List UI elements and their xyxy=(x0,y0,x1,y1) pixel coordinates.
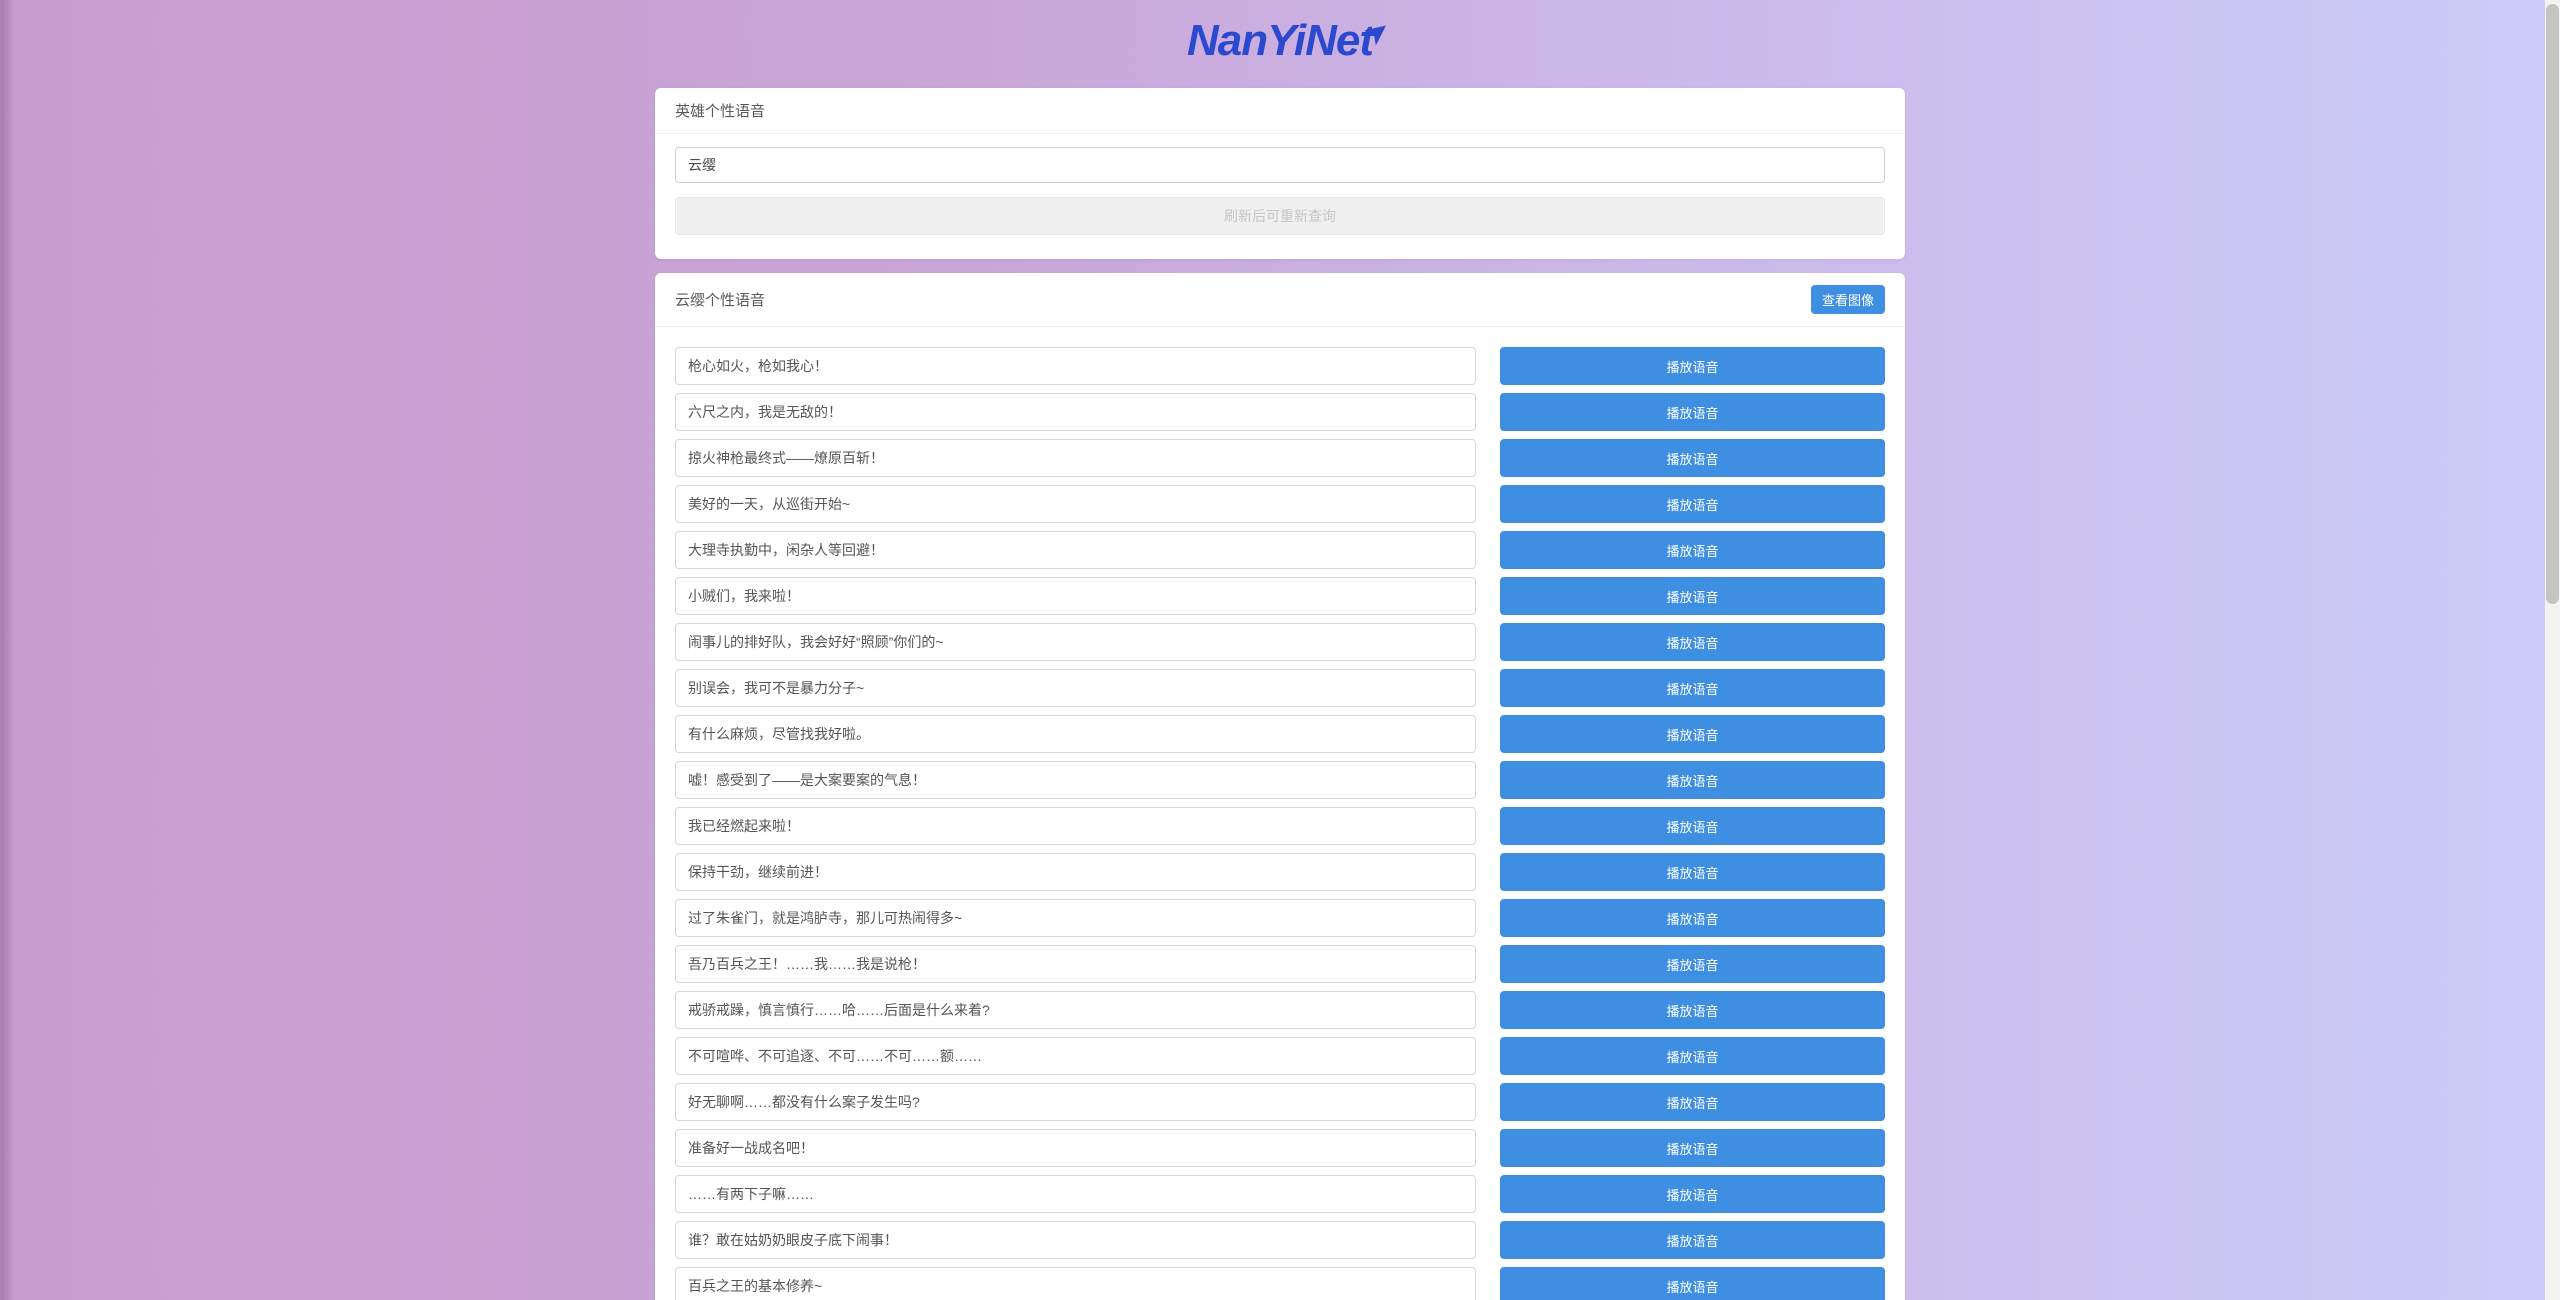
play-voice-button[interactable]: 播放语音 xyxy=(1500,347,1885,385)
play-voice-button[interactable]: 播放语音 xyxy=(1500,761,1885,799)
voice-line-text: 闹事儿的排好队，我会好好“照顾”你们的~ xyxy=(675,623,1476,661)
voice-row: 有什么麻烦，尽管找我好啦。 播放语音 xyxy=(675,715,1885,753)
play-voice-button[interactable]: 播放语音 xyxy=(1500,1267,1885,1300)
page-content: NanYiNet ➤ 英雄个性语音 刷新后可重新查询 云缨个性语音 查看图像 枪… xyxy=(655,0,1905,1300)
play-voice-button[interactable]: 播放语音 xyxy=(1500,577,1885,615)
voice-line-text: 有什么麻烦，尽管找我好啦。 xyxy=(675,715,1476,753)
voice-line-text: 六尺之内，我是无敌的！ xyxy=(675,393,1476,431)
voice-line-text: 保持干劲，继续前进！ xyxy=(675,853,1476,891)
voice-row: 百兵之王的基本修养~ 播放语音 xyxy=(675,1267,1885,1300)
voice-line-text: 吾乃百兵之王！……我……我是说枪！ xyxy=(675,945,1476,983)
play-voice-button[interactable]: 播放语音 xyxy=(1500,853,1885,891)
voice-line-text: ……有两下子嘛…… xyxy=(675,1175,1476,1213)
voice-row: 吾乃百兵之王！……我……我是说枪！ 播放语音 xyxy=(675,945,1885,983)
voice-line-text: 美好的一天，从巡街开始~ xyxy=(675,485,1476,523)
voice-row: 我已经燃起来啦！ 播放语音 xyxy=(675,807,1885,845)
play-voice-button[interactable]: 播放语音 xyxy=(1500,393,1885,431)
refresh-query-button[interactable]: 刷新后可重新查询 xyxy=(675,197,1885,235)
voice-row: 过了朱雀门，就是鸿胪寺，那儿可热闹得多~ 播放语音 xyxy=(675,899,1885,937)
voice-row: 嘘！感受到了——是大案要案的气息！ 播放语音 xyxy=(675,761,1885,799)
play-voice-button[interactable]: 播放语音 xyxy=(1500,1221,1885,1259)
search-card-body: 刷新后可重新查询 xyxy=(655,134,1905,259)
play-voice-button[interactable]: 播放语音 xyxy=(1500,899,1885,937)
voice-line-text: 谁？敢在姑奶奶眼皮子底下闹事！ xyxy=(675,1221,1476,1259)
voice-line-text: 枪心如火，枪如我心！ xyxy=(675,347,1476,385)
site-logo[interactable]: NanYiNet ➤ xyxy=(1187,12,1396,66)
view-image-button[interactable]: 查看图像 xyxy=(1810,285,1885,314)
play-voice-button[interactable]: 播放语音 xyxy=(1500,439,1885,477)
voice-line-text: 好无聊啊……都没有什么案子发生吗? xyxy=(675,1083,1476,1121)
search-card-title: 英雄个性语音 xyxy=(655,88,1905,134)
voice-line-text: 过了朱雀门，就是鸿胪寺，那儿可热闹得多~ xyxy=(675,899,1476,937)
voice-line-text: 我已经燃起来啦！ xyxy=(675,807,1476,845)
voice-row: ……有两下子嘛…… 播放语音 xyxy=(675,1175,1885,1213)
results-card-title: 云缨个性语音 xyxy=(675,292,766,309)
play-voice-button[interactable]: 播放语音 xyxy=(1500,623,1885,661)
voice-row: 不可喧哗、不可追逐、不可……不可……额…… 播放语音 xyxy=(675,1037,1885,1075)
voice-line-text: 小贼们，我来啦！ xyxy=(675,577,1476,615)
voice-row: 大理寺执勤中，闲杂人等回避！ 播放语音 xyxy=(675,531,1885,569)
voice-line-text: 大理寺执勤中，闲杂人等回避！ xyxy=(675,531,1476,569)
play-voice-button[interactable]: 播放语音 xyxy=(1500,1037,1885,1075)
voice-row: 掠火神枪最终式——燎原百斩！ 播放语音 xyxy=(675,439,1885,477)
voice-row: 六尺之内，我是无敌的！ 播放语音 xyxy=(675,393,1885,431)
logo-area: NanYiNet ➤ xyxy=(655,0,1905,88)
voice-list: 枪心如火，枪如我心！ 播放语音 六尺之内，我是无敌的！ 播放语音 掠火神枪最终式… xyxy=(655,327,1905,1300)
play-voice-button[interactable]: 播放语音 xyxy=(1500,1083,1885,1121)
scrollbar[interactable] xyxy=(2545,0,2560,1300)
play-voice-button[interactable]: 播放语音 xyxy=(1500,1175,1885,1213)
voice-row: 小贼们，我来啦！ 播放语音 xyxy=(675,577,1885,615)
voice-line-text: 掠火神枪最终式——燎原百斩！ xyxy=(675,439,1476,477)
hero-name-input[interactable] xyxy=(675,147,1885,183)
voice-row: 保持干劲，继续前进！ 播放语音 xyxy=(675,853,1885,891)
play-voice-button[interactable]: 播放语音 xyxy=(1500,669,1885,707)
voice-line-text: 嘘！感受到了——是大案要案的气息！ xyxy=(675,761,1476,799)
voice-line-text: 百兵之王的基本修养~ xyxy=(675,1267,1476,1300)
site-logo-text: NanYiNet xyxy=(1187,16,1374,65)
voice-row: 戒骄戒躁，慎言慎行……哈……后面是什么来着? 播放语音 xyxy=(675,991,1885,1029)
play-voice-button[interactable]: 播放语音 xyxy=(1500,531,1885,569)
play-voice-button[interactable]: 播放语音 xyxy=(1500,715,1885,753)
search-card: 英雄个性语音 刷新后可重新查询 xyxy=(655,88,1905,259)
voice-row: 枪心如火，枪如我心！ 播放语音 xyxy=(675,347,1885,385)
play-voice-button[interactable]: 播放语音 xyxy=(1500,485,1885,523)
play-voice-button[interactable]: 播放语音 xyxy=(1500,807,1885,845)
voice-row: 别误会，我可不是暴力分子~ 播放语音 xyxy=(675,669,1885,707)
play-voice-button[interactable]: 播放语音 xyxy=(1500,945,1885,983)
play-voice-button[interactable]: 播放语音 xyxy=(1500,1129,1885,1167)
voice-row: 美好的一天，从巡街开始~ 播放语音 xyxy=(675,485,1885,523)
voice-row: 闹事儿的排好队，我会好好“照顾”你们的~ 播放语音 xyxy=(675,623,1885,661)
results-card: 云缨个性语音 查看图像 枪心如火，枪如我心！ 播放语音 六尺之内，我是无敌的！ … xyxy=(655,273,1905,1300)
voice-line-text: 准备好一战成名吧！ xyxy=(675,1129,1476,1167)
voice-line-text: 戒骄戒躁，慎言慎行……哈……后面是什么来着? xyxy=(675,991,1476,1029)
voice-line-text: 不可喧哗、不可追逐、不可……不可……额…… xyxy=(675,1037,1476,1075)
voice-row: 准备好一战成名吧！ 播放语音 xyxy=(675,1129,1885,1167)
scrollbar-thumb[interactable] xyxy=(2546,4,2559,604)
play-voice-button[interactable]: 播放语音 xyxy=(1500,991,1885,1029)
voice-row: 好无聊啊……都没有什么案子发生吗? 播放语音 xyxy=(675,1083,1885,1121)
voice-row: 谁？敢在姑奶奶眼皮子底下闹事！ 播放语音 xyxy=(675,1221,1885,1259)
voice-line-text: 别误会，我可不是暴力分子~ xyxy=(675,669,1476,707)
results-card-header: 云缨个性语音 查看图像 xyxy=(655,273,1905,327)
